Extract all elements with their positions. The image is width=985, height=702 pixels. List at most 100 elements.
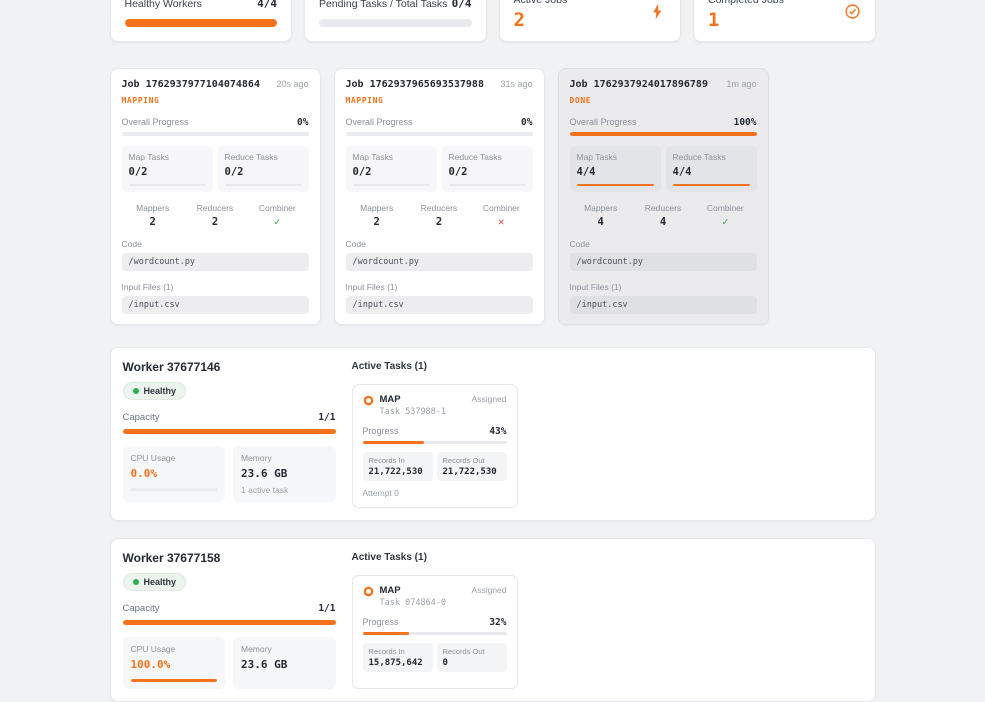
dashboard: Healthy Workers 4/4 Pending Tasks / Tota… bbox=[109, 0, 876, 702]
combiner-label: Combiner bbox=[482, 203, 520, 213]
code-label: Code bbox=[121, 239, 142, 249]
reducers-value: 2 bbox=[211, 216, 219, 228]
task-progressbar bbox=[362, 632, 507, 635]
reduce-tasks-label: Reduce Tasks bbox=[672, 152, 726, 162]
worker-card: Worker 37677158 Healthy Capacity 1/1 CPU… bbox=[109, 538, 876, 702]
mappers-label: Mappers bbox=[136, 203, 170, 213]
mappers-stat: Mappers 2 bbox=[122, 203, 184, 228]
job-age: 1m ago bbox=[726, 79, 757, 89]
worker-card: Worker 37677146 Healthy Capacity 1/1 CPU… bbox=[109, 347, 876, 521]
map-tasks-box: Map Tasks 0/2 bbox=[345, 146, 437, 192]
task-progress-value: 43% bbox=[489, 426, 507, 437]
reduce-tasks-label: Reduce Tasks bbox=[448, 152, 502, 162]
combiner-label: Combiner bbox=[258, 203, 296, 213]
job-status-badge: DONE bbox=[569, 96, 592, 105]
task-type-icon bbox=[363, 395, 374, 406]
code-path: /wordcount.py bbox=[121, 253, 309, 271]
input-files-label: Input Files (1) bbox=[569, 282, 622, 292]
mappers-label: Mappers bbox=[584, 203, 618, 213]
cpu-usage-label: CPU Usage bbox=[130, 644, 176, 654]
input-file-path: /input.csv bbox=[569, 296, 757, 314]
overall-progress-value: 100% bbox=[733, 117, 757, 128]
records-in-box: Records In 15,875,642 bbox=[362, 643, 433, 672]
map-tasks-progressbar bbox=[128, 184, 206, 186]
map-tasks-label: Map Tasks bbox=[576, 152, 617, 162]
stat-card-completed-jobs: Completed Jobs 1 bbox=[693, 0, 876, 42]
job-card[interactable]: Job 1762937924017896789 1m ago DONE Over… bbox=[557, 68, 769, 325]
stat-label: Pending Tasks / Total Tasks bbox=[319, 0, 448, 10]
reducers-stat: Reducers 2 bbox=[408, 203, 470, 228]
task-progressbar bbox=[362, 441, 507, 444]
stat-value: 0/4 bbox=[451, 0, 472, 10]
reduce-tasks-value: 0/2 bbox=[448, 166, 468, 178]
job-card[interactable]: Job 1762937965693537988 31s ago MAPPING … bbox=[333, 68, 545, 325]
map-tasks-label: Map Tasks bbox=[128, 152, 169, 162]
health-status-badge: Healthy bbox=[122, 573, 187, 591]
memory-label: Memory bbox=[241, 453, 272, 463]
task-progress-label: Progress bbox=[362, 617, 399, 627]
reducers-value: 4 bbox=[659, 216, 667, 228]
job-age: 20s ago bbox=[276, 79, 309, 89]
task-id: Task 537988-1 bbox=[379, 407, 447, 417]
memory-label: Memory bbox=[241, 644, 272, 654]
code-label: Code bbox=[569, 239, 590, 249]
task-type: MAP bbox=[379, 394, 401, 405]
combiner-status-icon: ✕ bbox=[498, 216, 505, 228]
map-tasks-progressbar bbox=[576, 184, 654, 186]
combiner-stat: Combiner ✓ bbox=[694, 203, 756, 228]
cpu-usage-progressbar bbox=[130, 488, 217, 491]
stats-row: Healthy Workers 4/4 Pending Tasks / Tota… bbox=[109, 0, 876, 42]
reducers-label: Reducers bbox=[196, 203, 234, 213]
records-out-label: Records Out bbox=[442, 456, 485, 465]
overall-progressbar bbox=[121, 132, 309, 136]
combiner-label: Combiner bbox=[706, 203, 744, 213]
combiner-stat: Combiner ✓ bbox=[246, 203, 308, 228]
capacity-progressbar bbox=[122, 429, 336, 434]
code-label: Code bbox=[345, 239, 366, 249]
capacity-label: Capacity bbox=[122, 412, 160, 423]
job-card[interactable]: Job 1762937977104074864 20s ago MAPPING … bbox=[109, 68, 321, 325]
check-circle-icon bbox=[844, 3, 861, 20]
input-files-label: Input Files (1) bbox=[345, 282, 398, 292]
map-tasks-progressbar bbox=[352, 184, 430, 186]
records-in-value: 15,875,642 bbox=[368, 658, 423, 668]
overall-progress-value: 0% bbox=[521, 117, 533, 128]
active-task-card[interactable]: MAP Task 537988-1 Assigned Progress 43% … bbox=[351, 384, 518, 508]
cpu-usage-value: 100.0% bbox=[130, 658, 171, 671]
memory-value: 23.6 GB bbox=[241, 658, 288, 671]
map-tasks-box: Map Tasks 4/4 bbox=[569, 146, 661, 192]
mappers-label: Mappers bbox=[360, 203, 394, 213]
overall-progress-label: Overall Progress bbox=[569, 117, 637, 127]
records-in-box: Records In 21,722,530 bbox=[362, 452, 433, 481]
job-status-badge: MAPPING bbox=[345, 96, 384, 105]
active-task-count: 1 active task bbox=[241, 485, 289, 495]
healthy-workers-progressbar bbox=[124, 19, 277, 27]
reducers-value: 2 bbox=[435, 216, 443, 228]
task-progress-label: Progress bbox=[362, 426, 399, 436]
active-task-card[interactable]: MAP Task 074864-0 Assigned Progress 32% … bbox=[351, 575, 518, 689]
task-state: Assigned bbox=[471, 585, 507, 595]
overall-progress-label: Overall Progress bbox=[121, 117, 189, 127]
stat-card-pending-tasks: Pending Tasks / Total Tasks 0/4 bbox=[304, 0, 487, 42]
health-dot-icon bbox=[132, 579, 139, 585]
active-tasks-heading: Active Tasks (1) bbox=[351, 361, 427, 372]
worker-title: Worker 37677158 bbox=[122, 551, 221, 565]
map-tasks-value: 0/2 bbox=[128, 166, 148, 178]
cpu-usage-value: 0.0% bbox=[130, 467, 158, 480]
mappers-value: 2 bbox=[373, 216, 380, 228]
overall-progress-value: 0% bbox=[297, 117, 309, 128]
capacity-value: 1/1 bbox=[318, 412, 336, 423]
overall-progressbar bbox=[345, 132, 533, 136]
task-id: Task 074864-0 bbox=[379, 598, 447, 608]
combiner-status-icon: ✓ bbox=[722, 216, 729, 228]
input-files-label: Input Files (1) bbox=[121, 282, 174, 292]
reduce-tasks-box: Reduce Tasks 0/2 bbox=[217, 146, 309, 192]
reduce-tasks-box: Reduce Tasks 0/2 bbox=[441, 146, 533, 192]
task-type: MAP bbox=[379, 585, 401, 596]
combiner-status-icon: ✓ bbox=[274, 216, 281, 228]
job-title: Job 1762937924017896789 bbox=[569, 79, 708, 90]
reduce-tasks-value: 0/2 bbox=[224, 166, 244, 178]
reducers-label: Reducers bbox=[644, 203, 682, 213]
reduce-tasks-progressbar bbox=[448, 184, 526, 186]
records-out-value: 21,722,530 bbox=[442, 467, 497, 477]
